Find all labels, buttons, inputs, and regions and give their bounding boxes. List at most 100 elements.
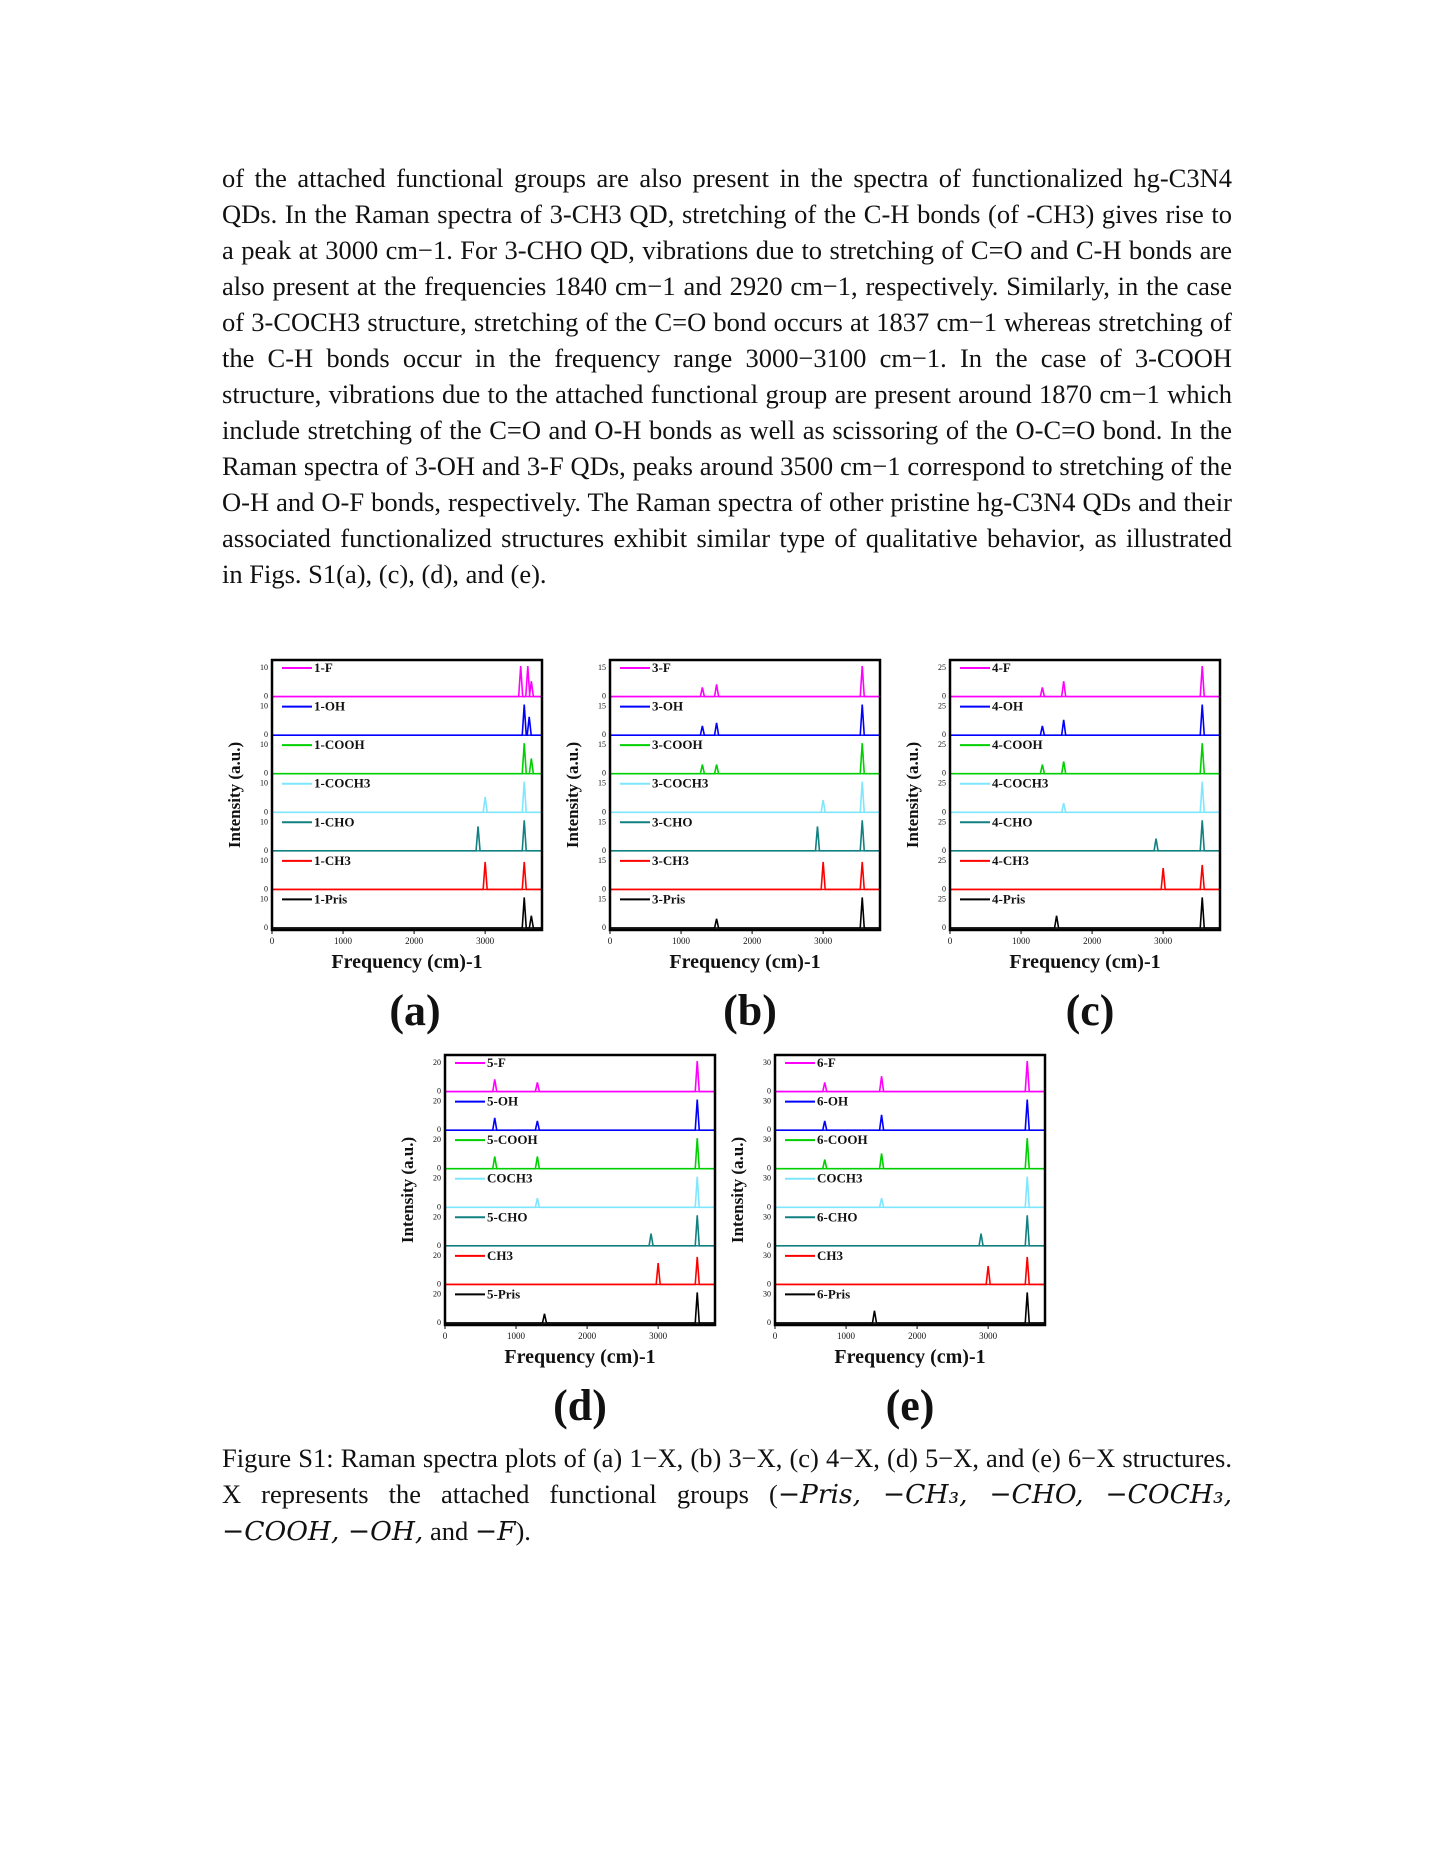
series-line bbox=[775, 1292, 1045, 1324]
y-tick-label: 25 bbox=[938, 740, 946, 749]
series-line bbox=[445, 1138, 715, 1170]
y-tick-label: 10 bbox=[260, 663, 268, 672]
x-tick-label: 1000 bbox=[1012, 936, 1031, 946]
legend-label: 4-COCH3 bbox=[992, 776, 1049, 791]
y-tick-label: 30 bbox=[763, 1174, 771, 1183]
x-tick-label: 3000 bbox=[649, 1331, 668, 1341]
y-tick-label: 10 bbox=[260, 856, 268, 865]
y-axis-label: Intensity (a.u.) bbox=[563, 742, 582, 848]
x-tick-label: 2000 bbox=[743, 936, 762, 946]
legend-label: 6-F bbox=[817, 1055, 836, 1070]
legend-label: 1-COCH3 bbox=[314, 776, 371, 791]
legend-label: 3-OH bbox=[652, 699, 683, 714]
y-tick-label: 0 bbox=[264, 807, 268, 816]
legend-label: 3-COOH bbox=[652, 737, 703, 752]
legend-label: 4-CH3 bbox=[992, 853, 1029, 868]
series-line bbox=[950, 820, 1220, 852]
y-tick-label: 0 bbox=[264, 884, 268, 893]
x-tick-label: 1000 bbox=[837, 1331, 856, 1341]
y-tick-label: 10 bbox=[260, 894, 268, 903]
legend-label: 5-F bbox=[487, 1055, 506, 1070]
series-line bbox=[445, 1060, 715, 1093]
x-tick-label: 1000 bbox=[507, 1331, 526, 1341]
x-tick-label: 0 bbox=[443, 1331, 448, 1341]
series-line bbox=[445, 1215, 715, 1247]
y-axis-label: Intensity (a.u.) bbox=[225, 742, 244, 848]
y-tick-label: 15 bbox=[598, 702, 606, 711]
series-line bbox=[775, 1099, 1045, 1131]
legend-label: CH3 bbox=[487, 1248, 514, 1263]
panel-label-e: (e) bbox=[885, 1381, 935, 1430]
legend-label: 5-COOH bbox=[487, 1132, 538, 1147]
y-tick-label: 25 bbox=[938, 894, 946, 903]
caption-groups: −Pris, −CH₃, −CHO, −COCH₃, −COOH, −OH, bbox=[222, 1479, 1232, 1547]
series-line bbox=[775, 1176, 1045, 1209]
body-paragraph: of the attached functional groups are al… bbox=[222, 163, 1232, 589]
y-axis-label: Intensity (a.u.) bbox=[903, 742, 922, 848]
caption-text: Figure S1: Raman spectra plots of (a) 1−… bbox=[222, 1443, 1232, 1509]
x-axis-label: Frequency (cm)-1 bbox=[1009, 951, 1160, 973]
plot-frame bbox=[270, 658, 544, 932]
series-line bbox=[610, 743, 880, 775]
panel-label-d: (d) bbox=[553, 1381, 607, 1430]
series-line bbox=[610, 665, 880, 698]
legend-label: 1-Pris bbox=[314, 891, 347, 906]
y-tick-label: 20 bbox=[433, 1135, 441, 1144]
raman-chart-e: Intensity (a.u.)3006-F3006-OH3006-COOH30… bbox=[728, 1053, 1047, 1368]
raman-chart-b: Intensity (a.u.)1503-F1503-OH1503-COOH15… bbox=[563, 658, 882, 973]
y-tick-label: 0 bbox=[264, 730, 268, 739]
y-tick-label: 0 bbox=[602, 884, 606, 893]
x-tick-label: 3000 bbox=[814, 936, 833, 946]
x-tick-label: 2000 bbox=[578, 1331, 597, 1341]
y-tick-label: 0 bbox=[602, 730, 606, 739]
y-tick-label: 25 bbox=[938, 779, 946, 788]
x-tick-label: 2000 bbox=[908, 1331, 927, 1341]
legend-label: 3-CH3 bbox=[652, 853, 689, 868]
y-tick-label: 0 bbox=[602, 807, 606, 816]
x-tick-label: 3000 bbox=[476, 936, 495, 946]
series-line bbox=[610, 820, 880, 852]
series-line bbox=[445, 1176, 715, 1209]
raman-chart-a: Intensity (a.u.)1001-F1001-OH1001-COOH10… bbox=[225, 658, 544, 973]
x-tick-label: 0 bbox=[270, 936, 275, 946]
x-tick-label: 2000 bbox=[1083, 936, 1102, 946]
x-tick-label: 1000 bbox=[672, 936, 691, 946]
y-tick-label: 0 bbox=[942, 769, 946, 778]
legend-label: COCH3 bbox=[487, 1171, 533, 1186]
y-tick-label: 15 bbox=[598, 740, 606, 749]
panel-label-b: (b) bbox=[723, 986, 777, 1035]
legend-label: 1-OH bbox=[314, 699, 345, 714]
figure-a: Intensity (a.u.) 10 0 1-F 10 0 1-OH 10 0 1-COOH 10… bbox=[222, 650, 562, 990]
series-line bbox=[272, 665, 542, 698]
x-tick-label: 1000 bbox=[334, 936, 353, 946]
series-line bbox=[610, 897, 880, 929]
series-line bbox=[445, 1292, 715, 1324]
y-tick-label: 0 bbox=[437, 1087, 441, 1096]
y-tick-label: 25 bbox=[938, 663, 946, 672]
legend-label: 4-OH bbox=[992, 699, 1023, 714]
series-line bbox=[950, 665, 1220, 698]
series-line bbox=[610, 704, 880, 736]
series-line bbox=[272, 781, 542, 814]
y-tick-label: 0 bbox=[942, 884, 946, 893]
legend-label: 3-COCH3 bbox=[652, 776, 709, 791]
figure-caption: Figure S1: Raman spectra plots of (a) 1−… bbox=[222, 1440, 1232, 1550]
series-line bbox=[950, 743, 1220, 775]
figure-c: Intensity (a.u.) 25 0 4-F 25 0 4-OH 25 0 4-COOH 25… bbox=[900, 650, 1240, 990]
y-tick-label: 0 bbox=[437, 1279, 441, 1288]
plot-frame bbox=[948, 658, 1222, 932]
legend-label: 4-COOH bbox=[992, 737, 1043, 752]
y-tick-label: 20 bbox=[433, 1174, 441, 1183]
y-tick-label: 0 bbox=[437, 1241, 441, 1250]
y-tick-label: 0 bbox=[767, 1279, 771, 1288]
y-tick-label: 30 bbox=[763, 1097, 771, 1106]
series-line bbox=[775, 1215, 1045, 1247]
legend-label: COCH3 bbox=[817, 1171, 863, 1186]
series-line bbox=[950, 897, 1220, 929]
y-tick-label: 0 bbox=[767, 1202, 771, 1211]
y-tick-label: 30 bbox=[763, 1289, 771, 1298]
legend-label: 4-Pris bbox=[992, 891, 1025, 906]
raman-chart-c: Intensity (a.u.)2504-F2504-OH2504-COOH25… bbox=[903, 658, 1222, 973]
y-axis-label: Intensity (a.u.) bbox=[398, 1137, 417, 1243]
series-line bbox=[445, 1099, 715, 1131]
